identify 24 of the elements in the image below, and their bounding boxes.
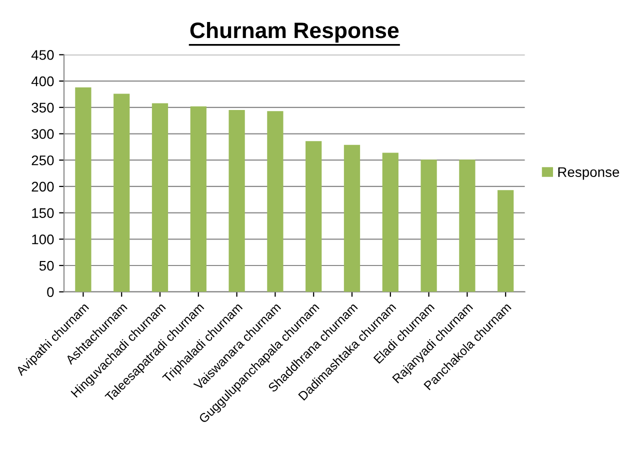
y-tick-label: 0 bbox=[47, 287, 54, 298]
y-tick-label: 200 bbox=[32, 182, 54, 192]
bar bbox=[382, 152, 398, 292]
bar bbox=[75, 87, 92, 292]
bar bbox=[459, 160, 476, 292]
y-tick-label: 400 bbox=[31, 76, 54, 86]
y-tick-label: 50 bbox=[39, 260, 54, 271]
y-tick-label: 350 bbox=[32, 102, 54, 113]
chart-title: Churnam Response bbox=[190, 22, 399, 43]
bar bbox=[228, 110, 245, 292]
bar bbox=[306, 141, 322, 292]
legend-label: Response bbox=[558, 167, 620, 180]
y-tick-label: 450 bbox=[31, 50, 54, 60]
bar bbox=[344, 144, 360, 292]
bar bbox=[498, 190, 514, 292]
bar bbox=[114, 94, 130, 292]
y-tick-label: 150 bbox=[32, 208, 54, 218]
bar bbox=[420, 160, 437, 292]
bar bbox=[190, 106, 206, 292]
bar bbox=[267, 111, 284, 292]
bar bbox=[152, 103, 168, 292]
y-tick-label: 100 bbox=[32, 234, 54, 244]
y-tick-label: 300 bbox=[32, 129, 54, 139]
y-tick-label: 250 bbox=[32, 155, 54, 166]
